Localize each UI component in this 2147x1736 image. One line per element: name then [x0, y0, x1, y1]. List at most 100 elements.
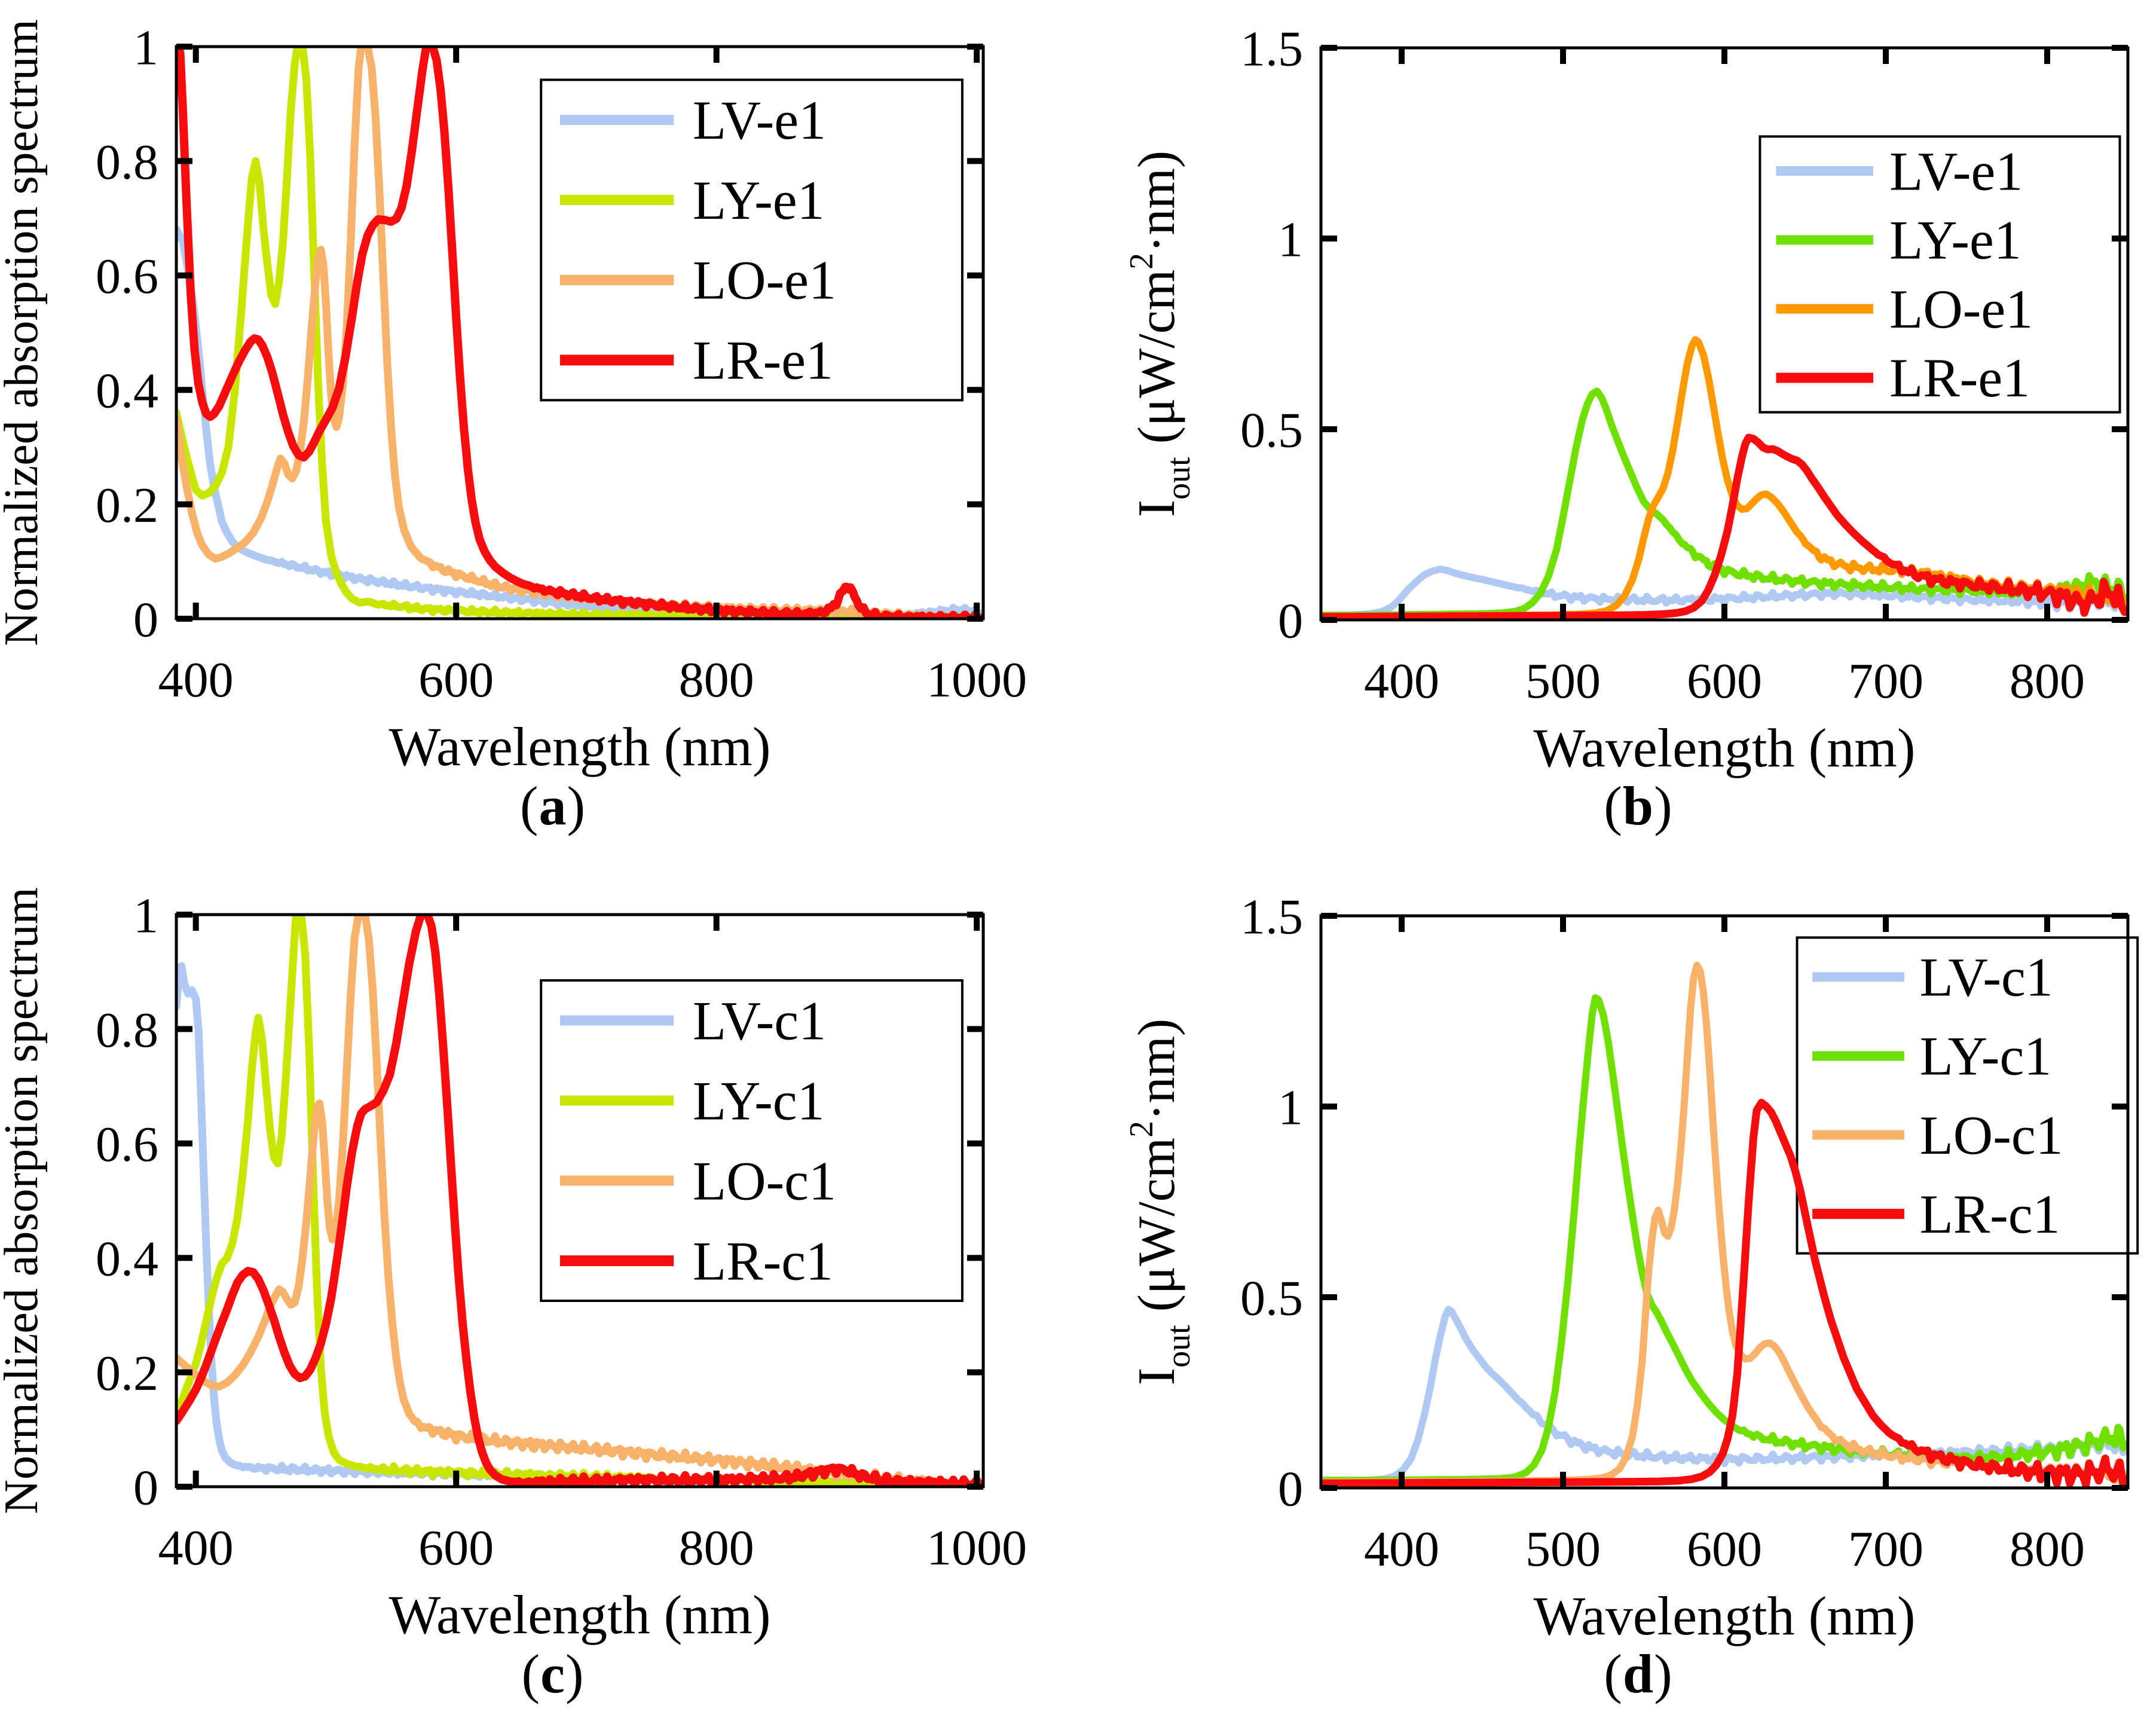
x-tick-label-500: 500	[1525, 653, 1601, 709]
y-tick-label-0: 0	[133, 1460, 158, 1515]
series-LR-e1	[1321, 433, 2128, 620]
caption-d-open: (	[1604, 1643, 1623, 1704]
y-axis-label-part: out	[1160, 1325, 1197, 1368]
y-tick-label-0: 0	[1278, 593, 1303, 649]
legend: LV-e1 LY-e1 LO-e1 LR-e1	[540, 78, 964, 402]
series-LV-e1	[1321, 566, 2128, 620]
y-tick-label-0.4: 0.4	[96, 363, 158, 419]
y-axis-label-part: (μW/cm	[1128, 270, 1186, 457]
y-tick-label-1.5: 1.5	[1240, 21, 1303, 77]
series-group	[1321, 961, 2128, 1488]
y-axis-label: Normalized absorption spectrum	[0, 19, 48, 646]
caption-d: (d)	[1489, 1642, 1788, 1706]
y-axis-label: Iout (μW/cm2·nm)	[1123, 1019, 1197, 1385]
y-tick-label-0.5: 0.5	[1240, 1270, 1303, 1326]
y-axis-label-part: ·nm)	[1128, 151, 1186, 253]
x-axis-label: Wavelength (nm)	[1534, 717, 1916, 778]
y-axis-label-part: 2	[1123, 1121, 1160, 1138]
legend-label-LO-e1: LO-e1	[1889, 279, 2033, 340]
y-tick-label-0.8: 0.8	[96, 1003, 158, 1058]
caption-a-letter: a	[539, 775, 567, 836]
legend: LV-c1 LY-c1 LO-c1 LR-c1	[540, 979, 964, 1302]
x-tick-label-600: 600	[418, 1520, 494, 1576]
legend-label-LY-e1: LY-e1	[1889, 210, 2021, 271]
y-axis-label: Iout (μW/cm2·nm)	[1123, 151, 1197, 517]
caption-a: (a)	[403, 774, 702, 838]
y-tick-label-0.6: 0.6	[96, 1117, 158, 1172]
legend-label-LR-e1: LR-e1	[693, 330, 833, 391]
y-tick-label-1: 1	[133, 20, 158, 75]
caption-b-close: )	[1654, 775, 1673, 836]
y-tick-label-0.6: 0.6	[96, 249, 158, 304]
caption-b-open: (	[1604, 775, 1623, 836]
x-tick-label-800: 800	[2010, 653, 2085, 709]
legend-label-LR-e1: LR-e1	[1889, 347, 2030, 408]
y-tick-label-0.2: 0.2	[96, 478, 158, 533]
x-axis-label: Wavelength (nm)	[389, 716, 771, 777]
series-LY-c1	[176, 915, 983, 1487]
legend-label-LO-c1: LO-c1	[693, 1150, 836, 1211]
y-axis-label: Normalized absorption spectrum	[0, 887, 48, 1514]
y-tick-label-0: 0	[133, 592, 158, 647]
y-tick-label-1: 1	[1278, 212, 1303, 267]
series-LR-c1	[1321, 1099, 2128, 1488]
y-axis-label-part: out	[1160, 457, 1197, 500]
legend: LV-c1 LY-c1 LO-c1 LR-c1	[1796, 936, 2139, 1255]
chart-a: LV-e1 LY-e1 LO-e1 LR-e1 400 600 800 1000 0 0.2 0.4…	[0, 19, 1027, 777]
chart-b: LV-e1 LY-e1 LO-e1 LR-e1 400 500 600 700 800 0 0.5 1…	[1123, 21, 2130, 778]
y-axis-label-part: (μW/cm	[1128, 1138, 1186, 1325]
x-tick-label-700: 700	[1848, 653, 1923, 709]
legend-label-LR-c1: LR-c1	[693, 1230, 833, 1291]
x-axis-label: Wavelength (nm)	[1534, 1585, 1916, 1646]
y-tick-label-0.4: 0.4	[96, 1231, 158, 1287]
series-group	[176, 915, 983, 1487]
y-tick-label-1: 1	[1278, 1080, 1303, 1135]
series-LR-e1	[176, 47, 983, 619]
y-tick-label-0.8: 0.8	[96, 135, 158, 190]
x-tick-label-1000: 1000	[926, 1520, 1027, 1576]
chart-d: LV-c1 LY-c1 LO-c1 LR-c1 400 500 600 700 800 0 0.5 1…	[1123, 889, 2139, 1646]
legend: LV-e1 LY-e1 LO-e1 LR-e1	[1758, 135, 2121, 414]
y-axis-label-part: ·nm)	[1128, 1019, 1186, 1121]
series-group	[1321, 336, 2128, 620]
legend-label-LY-c1: LY-c1	[1920, 1026, 2052, 1087]
legend-label-LR-c1: LR-c1	[1920, 1184, 2060, 1245]
x-tick-label-800: 800	[2010, 1521, 2085, 1577]
caption-c-letter: c	[540, 1643, 565, 1704]
legend-label-LO-e1: LO-e1	[693, 250, 836, 311]
y-tick-label-0: 0	[1278, 1461, 1303, 1517]
caption-b-letter: b	[1622, 775, 1654, 836]
x-tick-label-800: 800	[679, 652, 754, 708]
caption-d-letter: d	[1622, 1643, 1654, 1704]
x-tick-label-400: 400	[1364, 653, 1439, 709]
caption-a-open: (	[519, 775, 539, 836]
panel-c: LV-c1 LY-c1 LO-c1 LR-c1 400 600 800 1000 0 0.2 0.4…	[0, 868, 1074, 1736]
legend-box	[540, 979, 964, 1302]
plot-frame	[175, 913, 985, 1489]
chart-c: LV-c1 LY-c1 LO-c1 LR-c1 400 600 800 1000 0 0.2 0.4…	[0, 887, 1027, 1645]
series-LV-c1	[1321, 1306, 2128, 1485]
legend-box	[540, 78, 964, 402]
y-axis-label-part: I	[1128, 500, 1186, 517]
x-tick-label-400: 400	[158, 1520, 234, 1576]
caption-c: (c)	[403, 1642, 702, 1706]
panel-d: LV-c1 LY-c1 LO-c1 LR-c1 400 500 600 700 800 0 0.5 1…	[1074, 868, 2147, 1736]
legend-box	[1796, 936, 2139, 1255]
legend-label-LV-c1: LV-c1	[693, 990, 826, 1051]
x-tick-label-1000: 1000	[926, 652, 1027, 708]
x-tick-label-800: 800	[679, 1520, 754, 1576]
caption-c-open: (	[521, 1643, 541, 1704]
y-tick-label-1: 1	[133, 888, 158, 943]
x-tick-label-400: 400	[1364, 1521, 1439, 1577]
x-tick-label-600: 600	[418, 652, 494, 708]
x-axis-label: Wavelength (nm)	[389, 1584, 771, 1645]
panel-a: LV-e1 LY-e1 LO-e1 LR-e1 400 600 800 1000 0 0.2 0.4…	[0, 0, 1074, 868]
x-tick-label-600: 600	[1687, 1521, 1762, 1577]
x-tick-label-700: 700	[1848, 1521, 1923, 1577]
legend-label-LV-c1: LV-c1	[1920, 947, 2053, 1008]
x-tick-label-400: 400	[158, 652, 234, 708]
legend-label-LV-e1: LV-e1	[693, 90, 826, 151]
caption-a-close: )	[567, 775, 586, 836]
y-tick-label-1.5: 1.5	[1240, 889, 1303, 945]
plot-frame	[175, 45, 985, 621]
